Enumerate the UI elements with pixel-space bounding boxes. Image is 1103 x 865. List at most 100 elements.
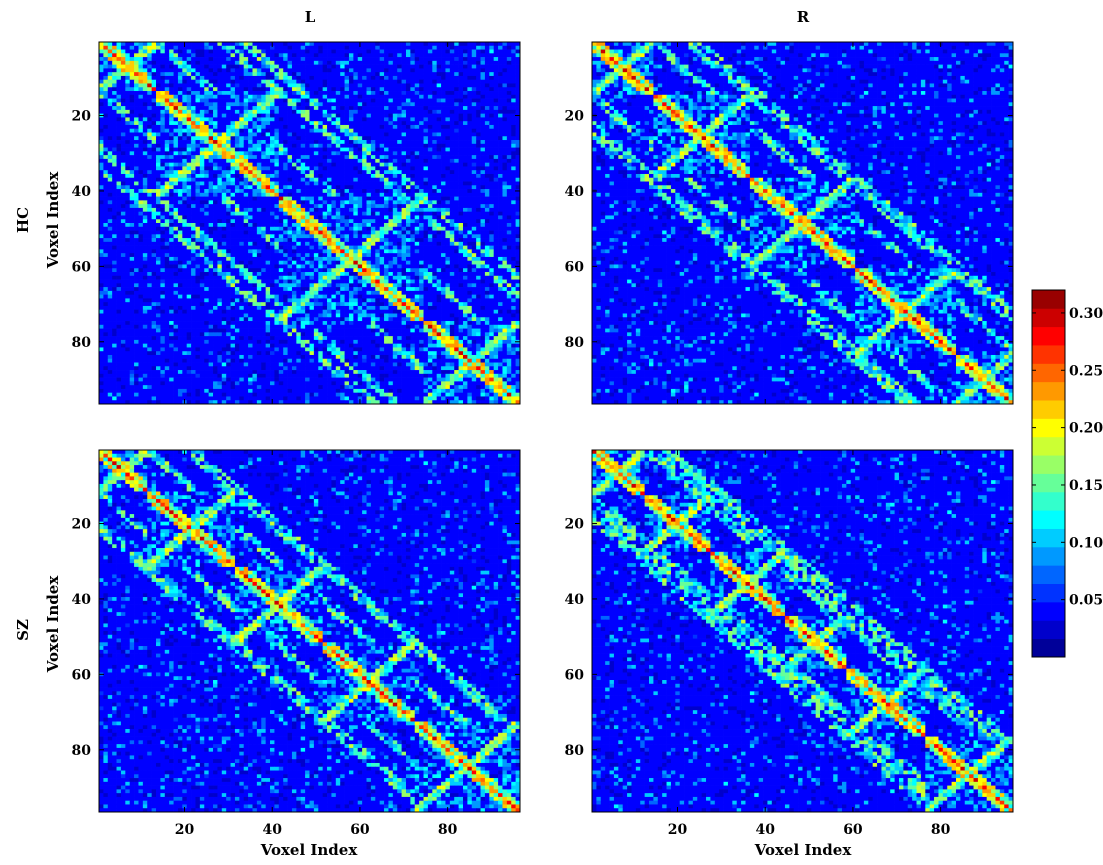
heatmap-cell — [450, 163, 455, 167]
heatmap-cell — [130, 57, 135, 61]
heatmap-cell — [349, 170, 354, 174]
heatmap-cell — [231, 53, 236, 57]
heatmap-cell — [174, 208, 179, 212]
heatmap-cell — [231, 57, 236, 61]
heatmap-cell — [345, 193, 350, 197]
heatmap-cell — [279, 155, 284, 159]
heatmap-cell — [507, 215, 512, 219]
heatmap-cell — [121, 114, 126, 118]
heatmap-cell — [134, 68, 139, 72]
heatmap-cell — [318, 99, 323, 103]
heatmap-cell — [296, 178, 301, 182]
heatmap-cell — [349, 212, 354, 216]
heatmap-cell — [494, 95, 499, 99]
heatmap-cell — [507, 117, 512, 121]
heatmap-cell — [178, 110, 183, 114]
heatmap-cell — [103, 121, 108, 125]
heatmap-cell — [191, 204, 196, 208]
heatmap-cell — [454, 65, 459, 69]
heatmap-cell — [441, 83, 446, 87]
heatmap-cell — [380, 53, 385, 57]
heatmap-cell — [454, 106, 459, 110]
heatmap-cell — [314, 170, 319, 174]
heatmap-cell — [112, 144, 117, 148]
heatmap-cell — [402, 114, 407, 118]
heatmap-cell — [191, 91, 196, 95]
heatmap-cell — [147, 57, 152, 61]
heatmap-cell — [310, 99, 315, 103]
heatmap-cell — [108, 42, 113, 46]
heatmap-cell — [375, 110, 380, 114]
heatmap-cell — [415, 65, 420, 69]
heatmap-cell — [323, 182, 328, 186]
heatmap-cell — [239, 231, 244, 235]
heatmap-cell — [174, 219, 179, 223]
heatmap-cell — [371, 151, 376, 155]
heatmap-cell — [393, 106, 398, 110]
heatmap-cell — [244, 212, 249, 216]
heatmap-cell — [476, 91, 481, 95]
heatmap-cell — [494, 83, 499, 87]
heatmap-cell — [318, 133, 323, 137]
heatmap-cell — [494, 227, 499, 231]
heatmap-cell — [108, 197, 113, 201]
heatmap-cell — [156, 151, 161, 155]
heatmap-cell — [103, 174, 108, 178]
heatmap-cell — [340, 95, 345, 99]
heatmap-cell — [174, 204, 179, 208]
heatmap-cell — [283, 189, 288, 193]
heatmap-cell — [397, 212, 402, 216]
heatmap-cell — [498, 144, 503, 148]
heatmap-cell — [305, 61, 310, 65]
heatmap-cell — [222, 117, 227, 121]
heatmap-cell — [331, 140, 336, 144]
heatmap-cell — [222, 215, 227, 219]
heatmap-cell — [489, 151, 494, 155]
heatmap-cell — [358, 68, 363, 72]
heatmap-cell — [507, 72, 512, 76]
heatmap-cell — [388, 212, 393, 216]
heatmap-cell — [143, 148, 148, 152]
heatmap-cell — [130, 215, 135, 219]
heatmap-cell — [445, 155, 450, 159]
heatmap-cell — [147, 106, 152, 110]
heatmap-cell — [204, 133, 209, 137]
heatmap-cell — [410, 76, 415, 80]
heatmap-cell — [489, 133, 494, 137]
heatmap-cell — [112, 182, 117, 186]
heatmap-cell — [454, 42, 459, 46]
heatmap-cell — [195, 215, 200, 219]
heatmap-cell — [103, 208, 108, 212]
heatmap-cell — [130, 170, 135, 174]
heatmap-cell — [314, 197, 319, 201]
heatmap-cell — [99, 170, 104, 174]
heatmap-cell — [454, 155, 459, 159]
heatmap-cell — [209, 42, 214, 46]
heatmap-cell — [239, 208, 244, 212]
heatmap-cell — [318, 129, 323, 133]
heatmap-cell — [481, 57, 486, 61]
heatmap-cell — [345, 46, 350, 50]
heatmap-cell — [415, 80, 420, 84]
heatmap-cell — [112, 174, 117, 178]
heatmap-cell — [323, 53, 328, 57]
heatmap-cell — [428, 61, 433, 65]
heatmap-cell — [248, 223, 253, 227]
heatmap-cell — [200, 117, 205, 121]
heatmap-cell — [239, 219, 244, 223]
heatmap-cell — [481, 83, 486, 87]
heatmap-cell — [235, 125, 240, 129]
heatmap-cell — [476, 114, 481, 118]
heatmap-cell — [388, 99, 393, 103]
heatmap-cell — [125, 231, 130, 235]
heatmap-cell — [481, 42, 486, 46]
heatmap-cell — [178, 231, 183, 235]
heatmap-cell — [318, 212, 323, 216]
heatmap-cell — [454, 80, 459, 84]
heatmap-cell — [231, 159, 236, 163]
heatmap-cell — [213, 223, 218, 227]
heatmap-cell — [467, 87, 472, 91]
heatmap-cell — [226, 159, 231, 163]
heatmap-cell — [459, 170, 464, 174]
heatmap-cell — [252, 136, 257, 140]
